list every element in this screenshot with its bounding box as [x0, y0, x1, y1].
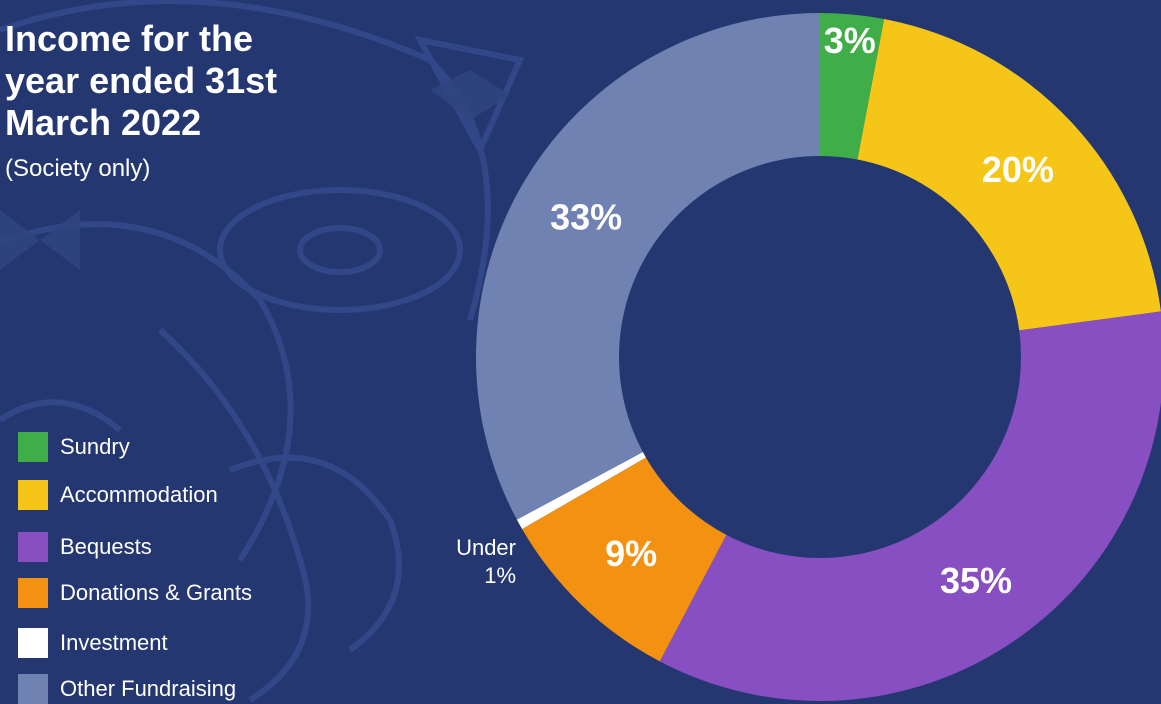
- legend-label-accommodation: Accommodation: [60, 482, 218, 507]
- small-slice-label-line1: Under: [456, 535, 516, 560]
- legend-label-other-fundraising: Other Fundraising: [60, 676, 237, 701]
- legend-swatch-bequests: [18, 532, 48, 562]
- chart-subtitle: (Society only): [5, 155, 151, 182]
- slice-bequests: [659, 311, 1161, 701]
- slice-donations-and-grants: [522, 457, 727, 662]
- slice-label-sundry: 3%: [824, 20, 876, 61]
- legend-swatch-investment: [18, 628, 48, 658]
- legend-label-investment: Investment: [60, 630, 168, 655]
- slice-label-bequests: 35%: [940, 560, 1012, 601]
- legend-label-donations-and-grants: Donations & Grants: [60, 580, 252, 605]
- slice-label-donations-and-grants: 9%: [605, 533, 657, 574]
- legend-swatch-other-fundraising: [18, 674, 48, 704]
- legend-swatch-sundry: [18, 432, 48, 462]
- small-slice-label: Under 1%: [396, 534, 516, 590]
- slice-label-accommodation: 20%: [982, 149, 1054, 190]
- slice-label-other-fundraising: 33%: [550, 197, 622, 238]
- slice-other-fundraising: [475, 13, 820, 520]
- legend-label-sundry: Sundry: [60, 434, 130, 459]
- slice-accommodation: [857, 19, 1161, 331]
- legend-swatch-accommodation: [18, 480, 48, 510]
- slice-sundry: [820, 13, 885, 160]
- legend-label-bequests: Bequests: [60, 534, 152, 559]
- small-slice-label-line2: 1%: [484, 563, 516, 588]
- legend-swatch-donations-and-grants: [18, 578, 48, 608]
- slice-investment: [516, 452, 646, 529]
- chart-title: Income for the year ended 31st March 202…: [5, 18, 278, 143]
